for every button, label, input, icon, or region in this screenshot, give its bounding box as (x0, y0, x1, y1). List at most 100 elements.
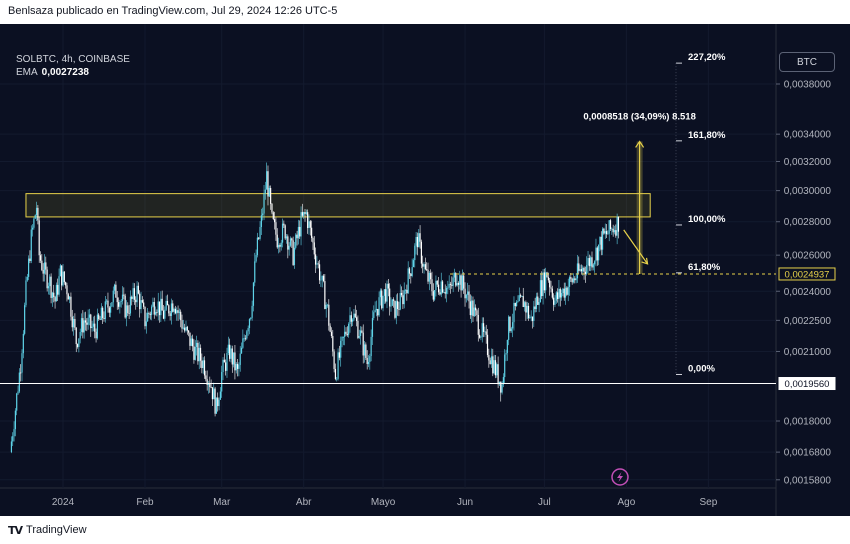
candle-body (575, 278, 577, 281)
candle-body (76, 344, 79, 347)
candle-body (205, 375, 207, 380)
fib-level-label: 161,80% (688, 130, 726, 141)
candle-body (588, 258, 590, 267)
candle-body (448, 283, 450, 288)
candle-body (295, 234, 297, 248)
candle-body (29, 258, 31, 261)
candle-body (61, 265, 63, 286)
candle-body (586, 265, 588, 275)
candle-body (475, 307, 477, 311)
candle-body (225, 362, 227, 371)
y-tick-label: 0,0016800 (784, 448, 832, 459)
candle-body (394, 300, 396, 318)
projection-arrowhead (641, 257, 649, 265)
candle-body (599, 236, 601, 245)
candle-body (609, 220, 612, 230)
candle-body (502, 377, 504, 385)
chart-area[interactable]: 227,20% 161,80% 100,00% 61,80% 0,00% 0,002493… (0, 24, 850, 516)
candle-body (408, 268, 411, 274)
candle-body (584, 271, 586, 275)
candle-body (14, 410, 16, 430)
candle-body (279, 245, 281, 247)
candle-body (46, 269, 48, 289)
candle-body (55, 284, 57, 302)
candle-body (386, 283, 388, 302)
candle-body (137, 285, 139, 294)
candle-body (592, 264, 594, 268)
candle-body (229, 344, 231, 359)
candle-body (271, 203, 273, 213)
candle-body (456, 283, 458, 286)
candle-body (616, 216, 618, 236)
candle-body (132, 288, 134, 299)
candle-body (373, 312, 375, 319)
candle-body (345, 331, 347, 335)
lightning-icon[interactable] (611, 468, 629, 486)
candle-body (70, 296, 72, 317)
x-tick-label: Jul (538, 497, 551, 508)
candle-body (324, 281, 326, 309)
candle-body (186, 326, 188, 331)
price-chart[interactable]: 227,20% 161,80% 100,00% 61,80% 0,00% 0,002493… (0, 24, 850, 516)
candles (10, 162, 620, 454)
candle-body (67, 294, 69, 300)
candle-body (546, 272, 548, 278)
candle-body (218, 399, 220, 407)
ema-value: 0,0027238 (41, 67, 89, 78)
fib-level-label: 100,00% (688, 214, 726, 225)
candle-body (484, 331, 486, 333)
price-tag-box (778, 377, 836, 391)
candle-body (151, 306, 153, 315)
candle-body (116, 297, 118, 303)
candle-body (595, 247, 597, 262)
candle-body (108, 307, 110, 313)
candle-body (80, 318, 83, 332)
candle-body (86, 322, 88, 325)
candle-body (424, 264, 426, 270)
candle-body (164, 309, 166, 319)
candle-body (189, 332, 191, 346)
x-tick-label: Jun (457, 497, 473, 508)
resistance-zone (25, 193, 651, 218)
candle-body (178, 311, 180, 313)
candle-body (210, 387, 212, 388)
candle-body (325, 304, 327, 309)
candle-body (396, 301, 399, 309)
candle-body (25, 280, 27, 306)
candle-body (615, 230, 617, 236)
candle-body (496, 364, 498, 376)
candle-body (416, 236, 419, 248)
candle-body (596, 247, 598, 261)
candle-body (398, 308, 400, 310)
candle-body (266, 171, 268, 190)
candle-body (434, 290, 436, 300)
candle-body (145, 321, 147, 327)
candle-body (366, 357, 368, 365)
candle-body (100, 307, 102, 320)
candle-body (317, 263, 319, 265)
candle-body (500, 381, 502, 393)
fib-level-label: 0,00% (688, 363, 715, 374)
candle-body (219, 391, 221, 400)
candle-body (383, 289, 385, 296)
candle-body (20, 372, 22, 374)
candle-body (478, 334, 481, 338)
currency-button[interactable]: BTC (779, 52, 835, 72)
candle-body (591, 257, 593, 268)
candle-body (318, 264, 321, 281)
price-tag-label: 0,0019560 (785, 379, 830, 390)
tradingview-logo-icon[interactable]: TV (8, 523, 23, 537)
candle-body (267, 171, 269, 197)
footer-brand[interactable]: TradingView (26, 524, 87, 536)
candle-body (90, 314, 92, 329)
candle-body (127, 305, 129, 314)
candle-body (54, 297, 56, 302)
candle-body (258, 237, 260, 239)
candle-body (605, 231, 608, 235)
candle-body (141, 300, 143, 303)
candle-body (367, 361, 370, 365)
y-tick-label: 0,0030000 (784, 186, 832, 197)
candle-body (400, 292, 403, 296)
candle-body (149, 313, 151, 315)
candle-body (173, 308, 175, 312)
